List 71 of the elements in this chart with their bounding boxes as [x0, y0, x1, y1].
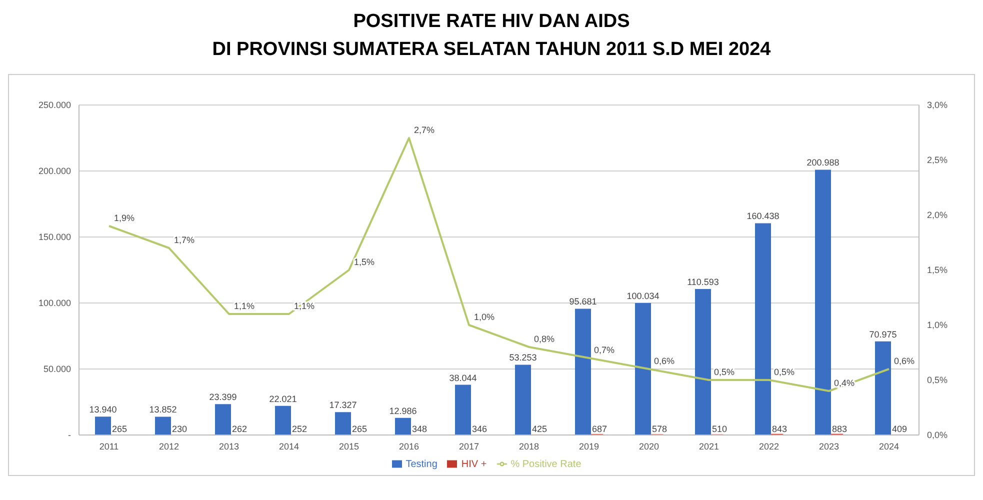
- x-tick-label: 2021: [698, 441, 720, 452]
- data-label: 200.988: [806, 158, 840, 168]
- x-tick-label: 2017: [458, 441, 480, 452]
- x-tick-label: 2022: [758, 441, 780, 452]
- y2-tick-label: 1,5%: [927, 265, 948, 276]
- data-label: 883: [832, 424, 848, 434]
- x-tick-label: 2018: [518, 441, 540, 452]
- y2-tick-label: 0,0%: [927, 430, 948, 440]
- data-label: 262: [232, 424, 248, 434]
- data-label: 13.940: [89, 404, 117, 415]
- data-label: 843: [772, 424, 788, 434]
- data-label: 0,5%: [774, 367, 795, 377]
- chart-title: POSITIVE RATE HIV DAN AIDS DI PROVINSI SUMATERA SELATAN TAHUN 2011 S.D MEI 2024: [211, 10, 772, 62]
- data-label: 265: [352, 424, 368, 434]
- x-tick-label: 2016: [398, 441, 420, 452]
- data-label: 110.593: [687, 277, 719, 288]
- data-label: 0,5%: [714, 367, 735, 377]
- y-tick-label: -: [68, 430, 71, 440]
- y-tick-label: 150.000: [38, 232, 71, 242]
- data-label: 0,6%: [654, 356, 675, 366]
- data-label: 22.021: [269, 394, 297, 404]
- data-label: 95.681: [569, 296, 597, 307]
- data-label: 230: [172, 424, 188, 434]
- y-tick-label: 250.000: [38, 100, 71, 110]
- x-tick-label: 2024: [878, 441, 900, 452]
- data-label: 53.253: [509, 352, 537, 363]
- data-label: 160.438: [746, 211, 780, 222]
- data-label: 425: [532, 424, 548, 434]
- y2-tick-label: 2,0%: [927, 210, 948, 220]
- x-tick-label: 2023: [818, 441, 840, 452]
- x-tick-label: 2011: [99, 441, 119, 452]
- data-label: 346: [472, 424, 488, 434]
- y2-tick-label: 3,0%: [927, 100, 948, 110]
- y-tick-label: 50.000: [43, 364, 71, 374]
- data-label: 38.044: [449, 372, 477, 383]
- data-label: 1,9%: [114, 213, 135, 223]
- y-tick-label: 100.000: [38, 298, 71, 308]
- data-label: 348: [412, 424, 428, 434]
- y2-tick-label: 1,0%: [927, 320, 948, 330]
- data-label: 70.975: [869, 329, 897, 340]
- data-label: 687: [592, 424, 608, 434]
- data-label: 1,5%: [354, 257, 375, 267]
- y-tick-label: 200.000: [38, 166, 71, 176]
- data-label: 17.327: [329, 400, 357, 410]
- legend-label: HIV +: [461, 459, 487, 470]
- data-label: 13.852: [149, 404, 177, 415]
- x-tick-label: 2019: [578, 441, 600, 452]
- x-tick-label: 2015: [338, 441, 360, 452]
- legend-label: Testing: [406, 459, 438, 470]
- x-tick-label: 2013: [218, 441, 240, 452]
- x-tick-label: 2014: [278, 441, 300, 452]
- data-label: 0,7%: [594, 345, 615, 355]
- data-label: 0,8%: [534, 334, 555, 344]
- data-label: 1,1%: [234, 301, 255, 311]
- data-label: 578: [652, 424, 668, 434]
- data-label: 265: [112, 424, 128, 434]
- data-label: 12.986: [389, 406, 417, 416]
- data-label: 409: [892, 424, 908, 434]
- x-tick-label: 2020: [638, 441, 660, 452]
- x-tick-label: 2012: [158, 441, 180, 452]
- y2-tick-label: 2,5%: [927, 155, 948, 166]
- data-label: 100.034: [626, 290, 660, 301]
- data-label: 23.399: [209, 392, 237, 402]
- data-label: 1,7%: [174, 235, 195, 245]
- legend-label: % Positive Rate: [510, 459, 582, 470]
- data-label: 510: [712, 424, 728, 434]
- y2-tick-label: 0,5%: [927, 375, 948, 386]
- data-label: 252: [292, 424, 308, 434]
- data-label: 2,7%: [414, 125, 435, 135]
- data-label: 1,0%: [474, 312, 495, 322]
- data-label: 0,6%: [894, 356, 915, 366]
